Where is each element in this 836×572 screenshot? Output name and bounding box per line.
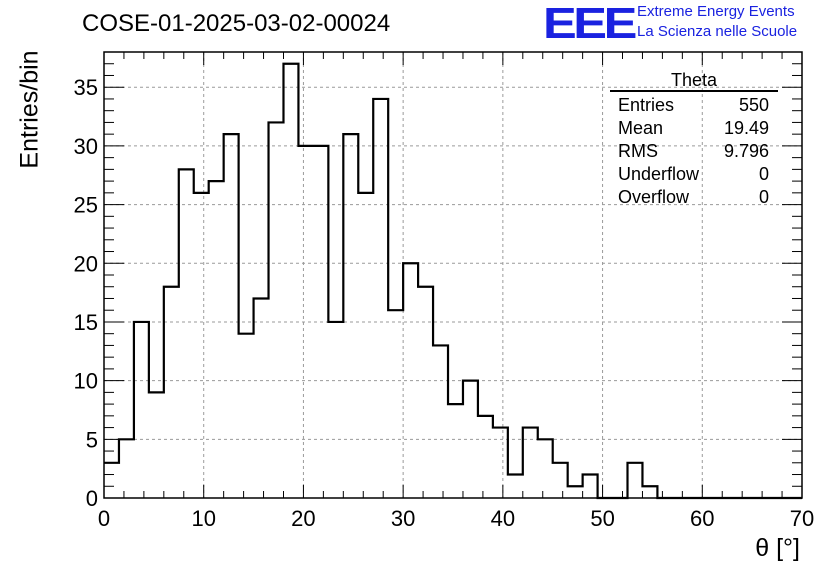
stats-row-entries: Entries 550 xyxy=(610,94,778,117)
histogram-bin xyxy=(254,298,269,498)
stats-value: 19.49 xyxy=(723,118,769,138)
histogram-bin xyxy=(448,404,463,498)
histogram-bin xyxy=(538,439,553,498)
histogram-bin xyxy=(508,475,523,498)
histogram-bin xyxy=(493,428,508,498)
histogram-bin xyxy=(343,134,358,498)
stats-label: Mean xyxy=(618,118,664,138)
histogram-bin xyxy=(463,381,478,498)
histogram-bin xyxy=(298,146,313,498)
histogram-bin xyxy=(269,122,284,498)
x-tick-label: 10 xyxy=(191,506,215,531)
y-axis-label: Entries/bin xyxy=(15,50,44,169)
histogram-bin xyxy=(209,181,224,498)
y-tick-label: 20 xyxy=(74,251,98,276)
histogram-bin xyxy=(568,486,583,498)
histogram-bin xyxy=(523,428,538,498)
stats-value: 0 xyxy=(758,164,769,184)
logo-subtitle-line2: La Scienza nelle Scuole xyxy=(637,23,798,40)
histogram-bin xyxy=(313,146,328,498)
chart-title: COSE-01-2025-03-02-00024 xyxy=(82,10,391,37)
stats-row-overflow: Overflow 0 xyxy=(610,186,778,209)
stats-row-mean: Mean 19.49 xyxy=(610,117,778,140)
x-tick-label: 0 xyxy=(98,506,110,531)
histogram-bin xyxy=(104,463,119,498)
histogram-bin xyxy=(373,99,388,498)
histogram-bin xyxy=(628,463,643,498)
histogram-bin xyxy=(358,193,373,498)
histogram-bin xyxy=(642,486,657,498)
histogram-bin xyxy=(149,392,164,498)
y-tick-label: 35 xyxy=(74,75,98,100)
y-tick-label: 0 xyxy=(86,486,98,511)
y-tick-label: 10 xyxy=(74,369,98,394)
y-tick-label: 5 xyxy=(86,427,98,452)
stats-box: Theta Entries 550 Mean 19.49 RMS 9.796 U… xyxy=(610,70,778,209)
y-tick-label: 30 xyxy=(74,134,98,159)
eee-logo: EEE xyxy=(543,0,637,48)
histogram-bin xyxy=(134,322,149,498)
logo-subtitle-line1: Extreme Energy Events xyxy=(637,3,795,20)
stats-box-title: Theta xyxy=(670,70,718,90)
histogram-bin xyxy=(328,322,343,498)
stats-value: 0 xyxy=(758,187,769,207)
histogram-bin xyxy=(403,263,418,498)
stats-value: 9.796 xyxy=(723,141,769,161)
x-tick-label: 50 xyxy=(590,506,614,531)
histogram-bin xyxy=(388,310,403,498)
stats-label: Entries xyxy=(618,95,675,115)
histogram-bin xyxy=(553,463,568,498)
histogram-bin xyxy=(478,416,493,498)
stats-label: Underflow xyxy=(618,164,700,184)
histogram-steps xyxy=(104,62,802,500)
x-tick-label: 30 xyxy=(391,506,415,531)
x-tick-label: 60 xyxy=(690,506,714,531)
histogram-bin xyxy=(583,475,598,498)
stats-value: 550 xyxy=(738,95,769,115)
stats-label: Overflow xyxy=(618,187,690,207)
histogram-bin xyxy=(433,345,448,498)
histogram-bin xyxy=(283,64,298,498)
x-tick-label: 70 xyxy=(790,506,814,531)
histogram-bin xyxy=(164,287,179,498)
y-tick-label: 15 xyxy=(74,310,98,335)
stats-row-rms: RMS 9.796 xyxy=(610,140,778,163)
histogram-bin xyxy=(224,134,239,498)
y-tick-label: 25 xyxy=(74,193,98,218)
histogram-bin xyxy=(418,287,433,498)
x-tick-label: 40 xyxy=(491,506,515,531)
stats-row-underflow: Underflow 0 xyxy=(610,163,778,186)
histogram-bin xyxy=(119,439,134,498)
stats-box-separator xyxy=(610,90,778,92)
histogram-bin xyxy=(194,193,209,498)
histogram-bin xyxy=(239,334,254,498)
x-tick-label: 20 xyxy=(291,506,315,531)
x-axis-label: θ [°] xyxy=(755,534,800,562)
histogram-bin xyxy=(179,169,194,498)
stats-label: RMS xyxy=(618,141,658,161)
